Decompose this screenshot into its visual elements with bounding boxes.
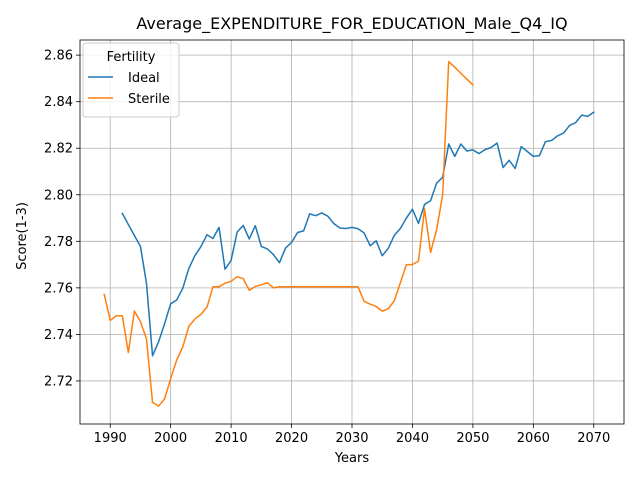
legend: Fertility Ideal Sterile [82, 42, 180, 118]
y-tick-label: 2.84 [44, 95, 73, 110]
y-tick-label: 2.74 [44, 328, 73, 343]
data-series [103, 60, 595, 407]
x-axis-ticks: 1990 2000 2010 2020 2030 2040 2050 2060 2070 [94, 424, 610, 446]
y-tick-label: 2.72 [44, 374, 73, 389]
x-tick-label: 2050 [456, 431, 489, 446]
y-tick-label: 2.86 [44, 49, 73, 64]
y-tick-label: 2.76 [44, 281, 73, 296]
legend-label-sterile: Sterile [128, 92, 170, 107]
x-tick-label: 2040 [396, 431, 429, 446]
x-tick-label: 2010 [215, 431, 248, 446]
legend-title: Fertility [107, 50, 156, 65]
series-line-ideal [121, 111, 595, 357]
x-tick-label: 2030 [335, 431, 368, 446]
chart-title: Average_EXPENDITURE_FOR_EDUCATION_Male_Q… [136, 14, 567, 34]
y-axis-ticks: 2.72 2.74 2.76 2.78 2.80 2.82 2.84 2.86 [44, 49, 80, 389]
x-tick-label: 1990 [94, 431, 127, 446]
x-axis-label: Years [334, 451, 370, 466]
y-tick-label: 2.82 [44, 142, 73, 157]
x-tick-label: 2060 [517, 431, 550, 446]
y-tick-label: 2.80 [44, 188, 73, 203]
y-tick-label: 2.78 [44, 235, 73, 250]
legend-label-ideal: Ideal [128, 71, 160, 86]
grid-lines [80, 40, 624, 424]
x-tick-label: 2020 [275, 431, 308, 446]
x-tick-label: 2000 [154, 431, 187, 446]
series-line-sterile [103, 60, 474, 407]
y-axis-label: Score(1-3) [15, 202, 30, 270]
x-tick-label: 2070 [577, 431, 610, 446]
